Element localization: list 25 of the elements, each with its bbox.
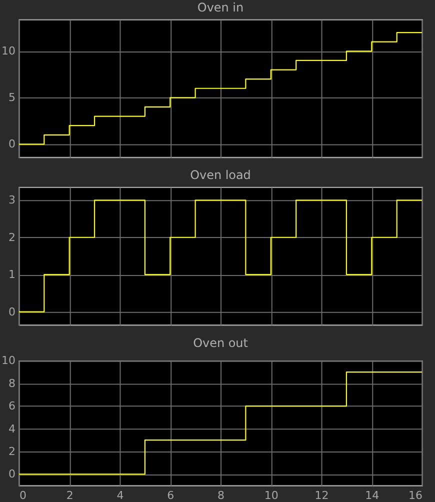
y-tick-label: 1: [8, 268, 16, 282]
y-tick-label: 6: [8, 400, 16, 413]
x-tick-label: 0: [19, 488, 26, 502]
y-tick-label: 0: [8, 468, 16, 481]
x-tick-label: 6: [167, 488, 174, 502]
y-tick-label: 8: [8, 376, 16, 390]
x-tick-label: 8: [218, 488, 224, 502]
x-tick-label: 4: [116, 488, 124, 502]
y-tick-label: 2: [8, 444, 16, 458]
x-tick-label: 16: [408, 488, 423, 502]
chart-title: Oven out: [193, 336, 248, 350]
chart-title: Oven in: [197, 0, 244, 15]
x-tick-label: 10: [264, 488, 278, 502]
x-tick-label: 14: [365, 488, 380, 502]
y-tick-label: 4: [8, 422, 16, 436]
y-tick-label: 5: [8, 91, 16, 104]
y-tick-label: 0: [8, 305, 16, 318]
y-tick-label: 2: [8, 230, 16, 244]
chart-title: Oven load: [190, 168, 251, 182]
y-tick-label: 10: [1, 44, 16, 58]
x-tick-label: 12: [314, 488, 329, 502]
y-tick-label: 3: [8, 194, 16, 207]
y-tick-label: 10: [1, 354, 16, 368]
y-tick-label: 0: [8, 138, 16, 151]
x-tick-label: 2: [66, 488, 74, 502]
